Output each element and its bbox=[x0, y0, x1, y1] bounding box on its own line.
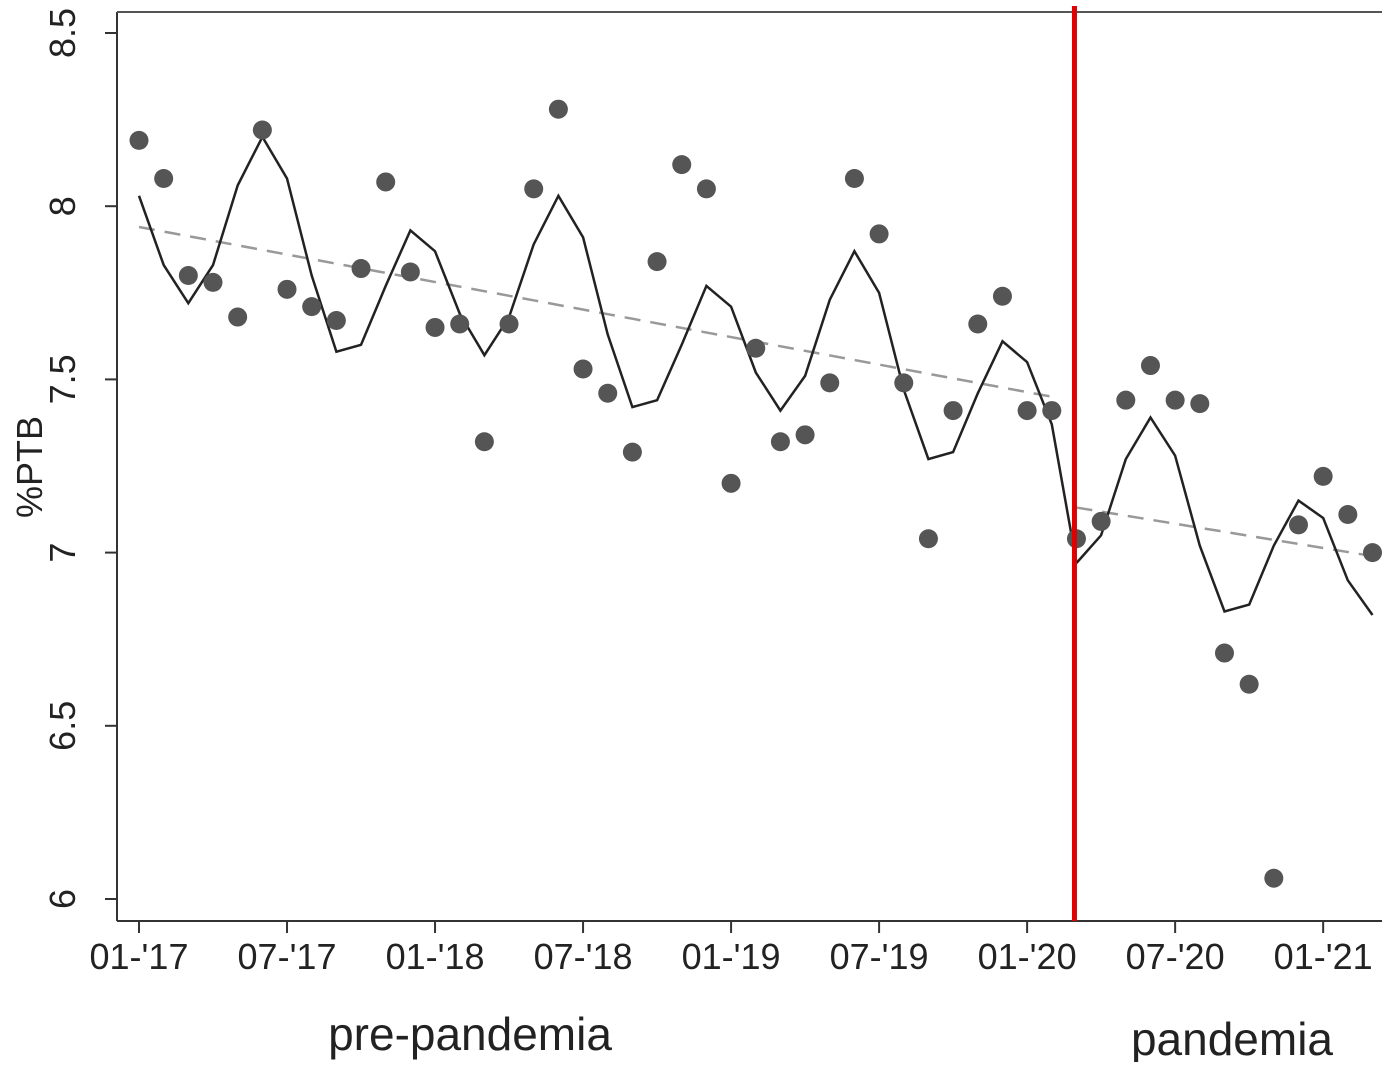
data-point bbox=[450, 314, 469, 333]
data-point bbox=[475, 432, 494, 451]
data-point bbox=[352, 259, 371, 278]
data-point bbox=[944, 401, 963, 420]
data-point bbox=[771, 432, 790, 451]
data-point bbox=[426, 318, 445, 337]
x-tick-label: 01-'17 bbox=[90, 936, 189, 977]
data-point bbox=[1240, 675, 1259, 694]
x-tick-label: 07-'20 bbox=[1126, 936, 1225, 977]
data-point bbox=[870, 224, 889, 243]
y-tick-label: 6.5 bbox=[42, 701, 83, 751]
period-label-pandemia: pandemia bbox=[1131, 1013, 1333, 1062]
data-point bbox=[327, 311, 346, 330]
data-point bbox=[1338, 505, 1357, 524]
data-point bbox=[746, 339, 765, 358]
data-point bbox=[820, 373, 839, 392]
x-tick-label: 07-'18 bbox=[534, 936, 633, 977]
data-point bbox=[1190, 394, 1209, 413]
data-point bbox=[796, 425, 815, 444]
data-point bbox=[993, 287, 1012, 306]
data-point bbox=[278, 280, 297, 299]
data-point bbox=[1264, 869, 1283, 888]
data-point bbox=[302, 297, 321, 316]
x-tick-label: 01-'21 bbox=[1274, 936, 1373, 977]
y-tick-label: 8.5 bbox=[42, 8, 83, 58]
data-point bbox=[1116, 391, 1135, 410]
data-point bbox=[1314, 467, 1333, 486]
x-tick-label: 07-'17 bbox=[238, 936, 337, 977]
data-point bbox=[1215, 644, 1234, 663]
x-tick-label: 01-'19 bbox=[682, 936, 781, 977]
data-point bbox=[500, 314, 519, 333]
y-axis-label: %PTB bbox=[9, 416, 50, 518]
data-point bbox=[697, 179, 716, 198]
data-point bbox=[1042, 401, 1061, 420]
data-point bbox=[228, 308, 247, 327]
data-point bbox=[204, 273, 223, 292]
data-point bbox=[648, 252, 667, 271]
y-tick-label: 6 bbox=[42, 889, 83, 909]
data-point bbox=[376, 172, 395, 191]
data-point bbox=[154, 169, 173, 188]
data-point bbox=[968, 314, 987, 333]
data-point bbox=[1092, 512, 1111, 531]
data-point bbox=[1289, 515, 1308, 534]
data-point bbox=[1018, 401, 1037, 420]
data-point bbox=[598, 384, 617, 403]
y-tick-label: 7 bbox=[42, 543, 83, 563]
y-tick-label: 7.5 bbox=[42, 354, 83, 404]
data-point bbox=[1363, 543, 1382, 562]
data-point bbox=[623, 443, 642, 462]
x-tick-label: 07-'19 bbox=[830, 936, 929, 977]
data-point bbox=[1166, 391, 1185, 410]
y-tick-label: 8 bbox=[42, 196, 83, 216]
data-point bbox=[549, 100, 568, 119]
data-point bbox=[845, 169, 864, 188]
data-point bbox=[894, 373, 913, 392]
data-point bbox=[1141, 356, 1160, 375]
data-point bbox=[401, 263, 420, 282]
x-tick-label: 01-'18 bbox=[386, 936, 485, 977]
data-point bbox=[130, 131, 149, 150]
data-point bbox=[574, 360, 593, 379]
data-point bbox=[524, 179, 543, 198]
x-tick-label: 01-'20 bbox=[978, 936, 1077, 977]
data-point bbox=[672, 155, 691, 174]
period-label-pre-pandemia: pre-pandemia bbox=[328, 1008, 612, 1060]
data-point bbox=[722, 474, 741, 493]
data-point bbox=[179, 266, 198, 285]
data-point bbox=[253, 120, 272, 139]
data-point bbox=[919, 529, 938, 548]
